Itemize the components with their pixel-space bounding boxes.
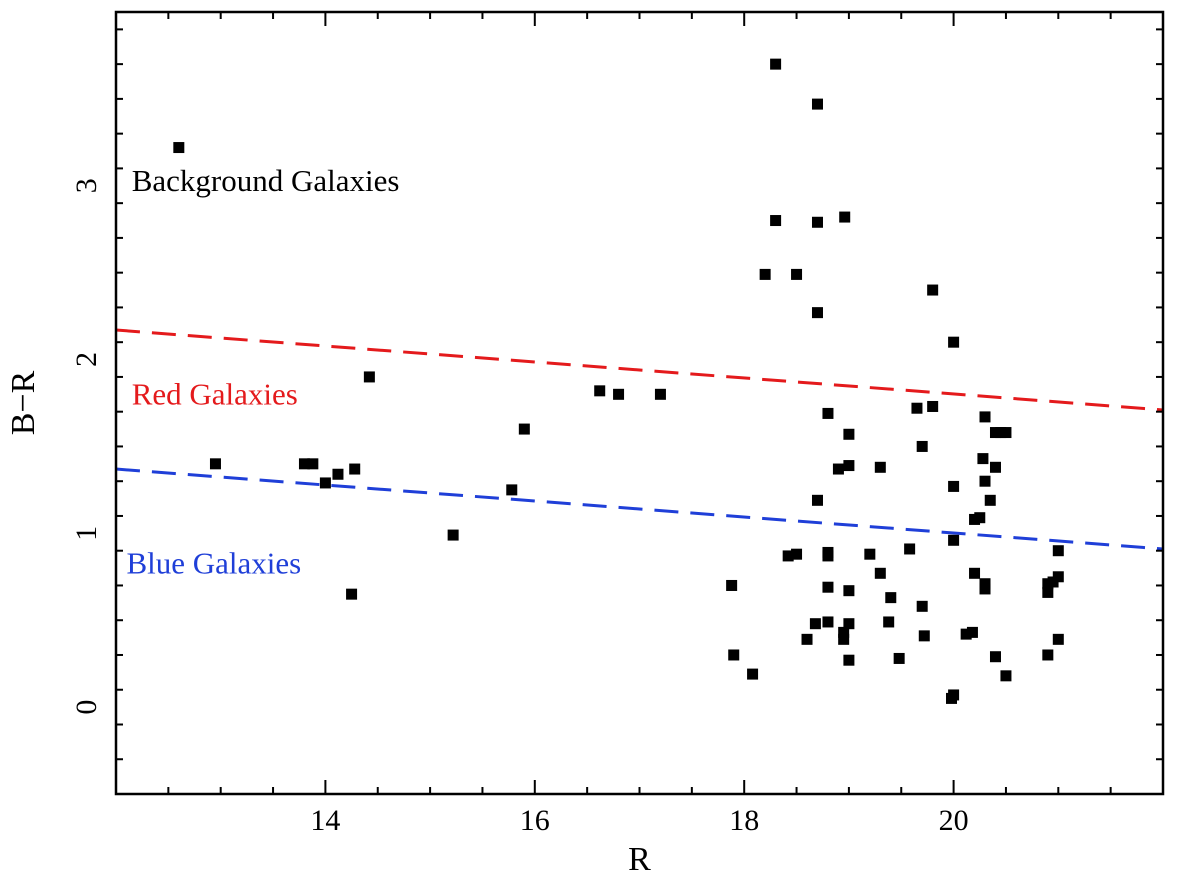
data-point [613,388,625,400]
data-point [893,652,905,664]
data-point [594,385,606,397]
data-point [916,440,928,452]
data-point [801,633,813,645]
data-point [843,618,855,630]
data-point [832,463,844,475]
data-point [984,494,996,506]
data-point [506,484,518,496]
y-tick-label: 2 [70,352,103,367]
plot-frame [114,10,1165,796]
data-point [977,453,989,465]
data-point [1052,633,1064,645]
data-point [874,567,886,579]
blue-galaxies-label: Blue Galaxies [126,545,301,580]
data-point [791,268,803,280]
data-point [883,616,895,628]
data-point [839,211,851,223]
data-point [989,461,1001,473]
x-tick-label: 20 [939,804,969,837]
data-point [960,628,972,640]
data-point [1052,571,1064,583]
data-point [885,592,897,604]
x-axis-title: R [628,841,651,878]
y-axis-title: B−R [5,370,42,435]
data-point [1042,649,1054,661]
data-point [332,468,344,480]
data-point [948,534,960,546]
data-point [447,529,459,541]
data-point [346,588,358,600]
red-galaxies-label: Red Galaxies [132,377,298,412]
x-tick-label: 18 [729,804,759,837]
data-point [966,626,978,638]
y-tick-label: 1 [70,526,103,541]
data-point [307,458,319,470]
data-point [770,215,782,227]
data-point [838,626,850,638]
labels-layer: 14 16 18 20 0 1 2 3 Background Galaxies Red Galax… [70,163,969,837]
data-point [298,458,310,470]
data-point [759,268,771,280]
data-point [911,402,923,414]
data-point [811,494,823,506]
blue-dashed-line [115,467,1164,551]
data-point [811,98,823,110]
data-point [918,630,930,642]
x-tick-label: 16 [520,804,550,837]
red-dashed-line [115,328,1164,412]
data-point [726,579,738,591]
background-galaxies-label: Background Galaxies [132,163,400,198]
data-point [811,307,823,319]
data-point [874,461,886,473]
data-point [927,400,939,412]
data-point [979,475,991,487]
data-point [173,142,185,154]
data-point [363,371,375,383]
data-point [747,668,759,680]
data-point [319,477,331,489]
data-point [979,583,991,595]
data-point [518,423,530,435]
data-point [838,633,850,645]
y-tick-label: 3 [70,178,103,193]
data-point [822,550,834,562]
data-point [979,411,991,423]
data-point [791,548,803,560]
data-point [864,548,876,560]
data-point [927,284,939,296]
data-point [209,458,221,470]
data-point [1000,427,1012,439]
data-point [811,216,823,228]
data-point [822,581,834,593]
data-point [843,460,855,472]
data-point [969,567,981,579]
data-point [1042,586,1054,598]
data-point [1052,545,1064,557]
data-point [782,550,794,562]
y-tick-label: 0 [70,700,103,715]
data-point [843,428,855,440]
data-point [654,388,666,400]
data-point [349,463,361,475]
data-point [904,543,916,555]
data-point [948,689,960,701]
data-point [1000,670,1012,682]
data-point [822,616,834,628]
data-point [843,654,855,666]
data-point [974,512,986,524]
data-point [770,58,782,70]
x-tick-label: 14 [310,804,340,837]
data-point [843,585,855,597]
data-point [948,336,960,348]
data-point [916,600,928,612]
data-point [809,618,821,630]
data-point [989,651,1001,663]
data-point [948,480,960,492]
data-point [822,407,834,419]
marks-layer [115,58,1164,704]
data-point [728,649,740,661]
